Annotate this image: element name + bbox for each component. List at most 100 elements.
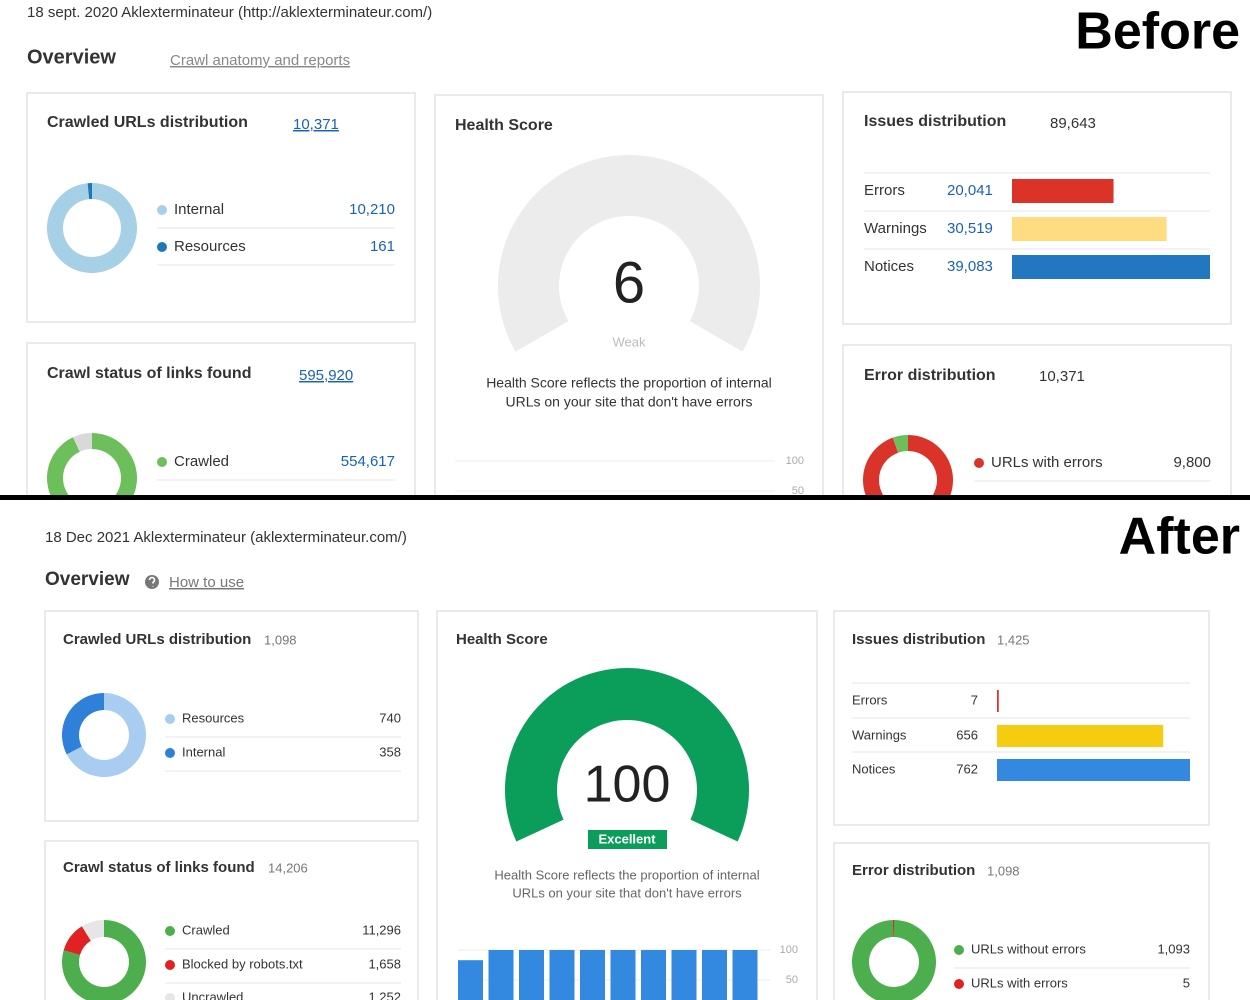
issue-bar — [1012, 179, 1114, 203]
card-title: Issues distribution — [864, 113, 1006, 130]
legend-name: Crawled — [174, 453, 229, 470]
legend-dot — [165, 714, 175, 724]
rating-badge — [588, 830, 667, 849]
donut-segment — [62, 920, 146, 1000]
help-icon — [145, 575, 159, 589]
legend-name: Resources — [174, 238, 246, 255]
history-bar — [732, 950, 758, 1000]
legend-dot — [157, 205, 167, 215]
donut-segment — [63, 926, 91, 956]
issue-name: Warnings — [852, 727, 907, 742]
divider — [0, 495, 1250, 500]
issue-name: Errors — [852, 692, 888, 707]
legend-value: 161 — [370, 238, 395, 255]
legend-name: Internal — [182, 744, 225, 759]
section-label: After — [1119, 508, 1240, 566]
donut-segment — [47, 183, 138, 273]
legend-dot — [157, 242, 167, 252]
axis-tick-label: 50 — [786, 974, 798, 986]
legend-dot — [165, 960, 175, 970]
history-bar — [519, 950, 544, 1000]
card-total: 595,920 — [299, 367, 353, 384]
issue-value: 762 — [956, 761, 978, 776]
axis-tick-label: 100 — [780, 944, 798, 956]
card — [44, 610, 419, 822]
card-title: Crawl status of links found — [63, 859, 255, 876]
legend-dot — [974, 458, 984, 468]
legend-dot — [165, 926, 175, 936]
issue-bar — [997, 725, 1164, 747]
card — [842, 344, 1232, 495]
legend-name: Resources — [182, 710, 245, 725]
issue-value: 20,041 — [947, 182, 993, 199]
history-bar — [580, 950, 605, 1000]
donut-segment — [87, 183, 92, 200]
donut-segment — [863, 435, 953, 495]
donut-segment — [66, 693, 146, 777]
issue-name: Warnings — [864, 220, 927, 237]
legend-name: Internal — [174, 201, 224, 218]
donut-rest — [892, 435, 908, 453]
health-description: URLs on your site that don't have errors — [512, 885, 742, 900]
card — [842, 91, 1232, 325]
donut-segment — [61, 693, 104, 755]
legend-name: URLs without errors — [971, 941, 1086, 956]
history-bar — [488, 950, 514, 1000]
card-total: 89,643 — [1050, 115, 1096, 132]
legend-dot — [165, 748, 175, 758]
card — [26, 342, 416, 495]
donut-rest — [73, 433, 92, 452]
legend-name: URLs with errors — [991, 454, 1103, 471]
after-panel: 18 Dec 2021 Aklexterminateur (aklextermi… — [44, 508, 1240, 1000]
health-rating: Excellent — [598, 831, 656, 846]
card-title: Crawl status of links found — [47, 365, 251, 382]
card-total: 1,098 — [987, 863, 1020, 878]
health-description: Health Score reflects the proportion of … — [486, 375, 772, 391]
gauge-fill — [504, 668, 749, 842]
axis-tick-label: 50 — [792, 485, 804, 497]
health-score: 6 — [613, 250, 645, 315]
report-date: 18 sept. 2020 Aklexterminateur (http://a… — [27, 4, 432, 21]
issue-value: 7 — [971, 692, 978, 707]
legend-value: 740 — [379, 710, 401, 725]
issue-bar — [997, 690, 999, 712]
history-bar — [641, 950, 666, 1000]
legend-dot — [954, 945, 964, 955]
legend-value: 1,093 — [1157, 941, 1190, 956]
issue-name: Errors — [864, 182, 905, 199]
section-label: Before — [1075, 3, 1240, 61]
gauge-track — [498, 155, 760, 352]
issue-bar — [997, 759, 1190, 781]
legend-value: 9,800 — [1173, 454, 1211, 471]
card-title: Health Score — [456, 631, 548, 648]
health-description: URLs on your site that don't have errors — [505, 394, 752, 410]
donut-segment — [81, 920, 104, 941]
legend-name: Blocked by robots.txt — [182, 956, 303, 971]
help-icon-glyph — [148, 576, 156, 587]
card-title: Error distribution — [864, 367, 996, 384]
donut-segment — [851, 920, 936, 1000]
issue-value: 656 — [956, 727, 978, 742]
overview-link[interactable]: How to use — [169, 574, 244, 591]
card-title: Crawled URLs distribution — [47, 114, 248, 131]
legend-value: 10,210 — [349, 201, 395, 218]
card — [26, 92, 416, 323]
issue-bar — [1012, 255, 1210, 279]
issue-value: 30,519 — [947, 220, 993, 237]
legend-dot — [954, 979, 964, 989]
overview-title: Overview — [27, 46, 116, 68]
card-total: 1,425 — [997, 632, 1030, 647]
card-total: 1,098 — [264, 632, 297, 647]
history-bar — [458, 960, 483, 1000]
history-bar — [549, 950, 575, 1000]
donut-segment — [892, 920, 894, 938]
history-bar — [671, 950, 697, 1000]
card-title: Error distribution — [852, 862, 975, 879]
card-title: Crawled URLs distribution — [63, 631, 251, 648]
legend-value: 11,296 — [362, 922, 401, 937]
legend-name: Crawled — [182, 922, 230, 937]
overview-link[interactable]: Crawl anatomy and reports — [170, 52, 350, 69]
gauge-fill — [502, 304, 569, 352]
